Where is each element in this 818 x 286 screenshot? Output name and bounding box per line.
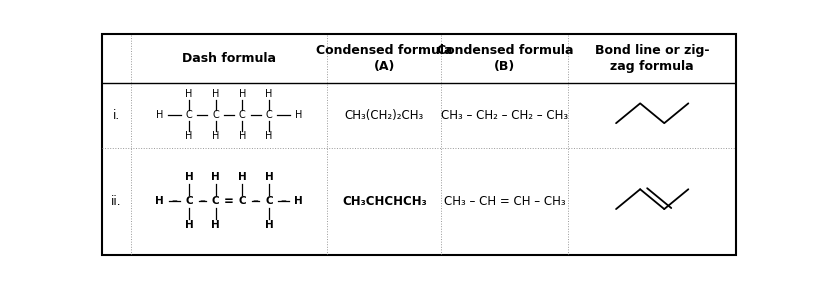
Text: H: H	[294, 196, 303, 206]
Text: C: C	[266, 110, 272, 120]
Text: CH₃ – CH₂ – CH₂ – CH₃: CH₃ – CH₂ – CH₂ – CH₃	[441, 109, 569, 122]
Text: CH₃CHCHCH₃: CH₃CHCHCH₃	[342, 195, 427, 208]
Text: H: H	[239, 131, 246, 141]
Text: =: =	[224, 195, 234, 208]
Text: –: –	[227, 110, 231, 120]
Text: –: –	[200, 195, 205, 208]
Text: Bond line or zig-
zag formula: Bond line or zig- zag formula	[595, 44, 709, 73]
Text: Condensed formula
(B): Condensed formula (B)	[437, 44, 573, 73]
Text: H: H	[264, 172, 273, 182]
Text: Dash formula: Dash formula	[182, 52, 276, 65]
Text: H: H	[212, 89, 219, 99]
Text: H: H	[265, 89, 272, 99]
Text: H: H	[186, 131, 193, 141]
Text: ii.: ii.	[111, 195, 122, 208]
Text: H: H	[185, 220, 194, 230]
Text: –: –	[281, 110, 286, 120]
Text: Condensed formula
(A): Condensed formula (A)	[316, 44, 452, 73]
Text: H: H	[186, 89, 193, 99]
Text: C: C	[186, 110, 192, 120]
Text: H: H	[155, 196, 164, 206]
Text: C: C	[239, 110, 245, 120]
Text: H: H	[294, 110, 302, 120]
Text: CH₃ – CH = CH – CH₃: CH₃ – CH = CH – CH₃	[444, 195, 565, 208]
Text: H: H	[211, 220, 220, 230]
Text: H: H	[265, 131, 272, 141]
Text: –: –	[281, 195, 286, 208]
Text: H: H	[211, 172, 220, 182]
Text: H: H	[185, 172, 194, 182]
Text: –: –	[253, 110, 258, 120]
Text: –: –	[253, 195, 258, 208]
Text: H: H	[156, 110, 164, 120]
Text: C: C	[239, 196, 246, 206]
Text: H: H	[264, 220, 273, 230]
Text: C: C	[186, 196, 193, 206]
Text: –: –	[200, 110, 205, 120]
Text: H: H	[238, 172, 247, 182]
Text: C: C	[212, 196, 219, 206]
Text: –: –	[172, 110, 178, 120]
Text: H: H	[239, 89, 246, 99]
Text: C: C	[213, 110, 219, 120]
Text: –: –	[172, 195, 178, 208]
Text: i.: i.	[113, 109, 120, 122]
Text: C: C	[265, 196, 272, 206]
Text: CH₃(CH₂)₂CH₃: CH₃(CH₂)₂CH₃	[344, 109, 424, 122]
Text: H: H	[212, 131, 219, 141]
